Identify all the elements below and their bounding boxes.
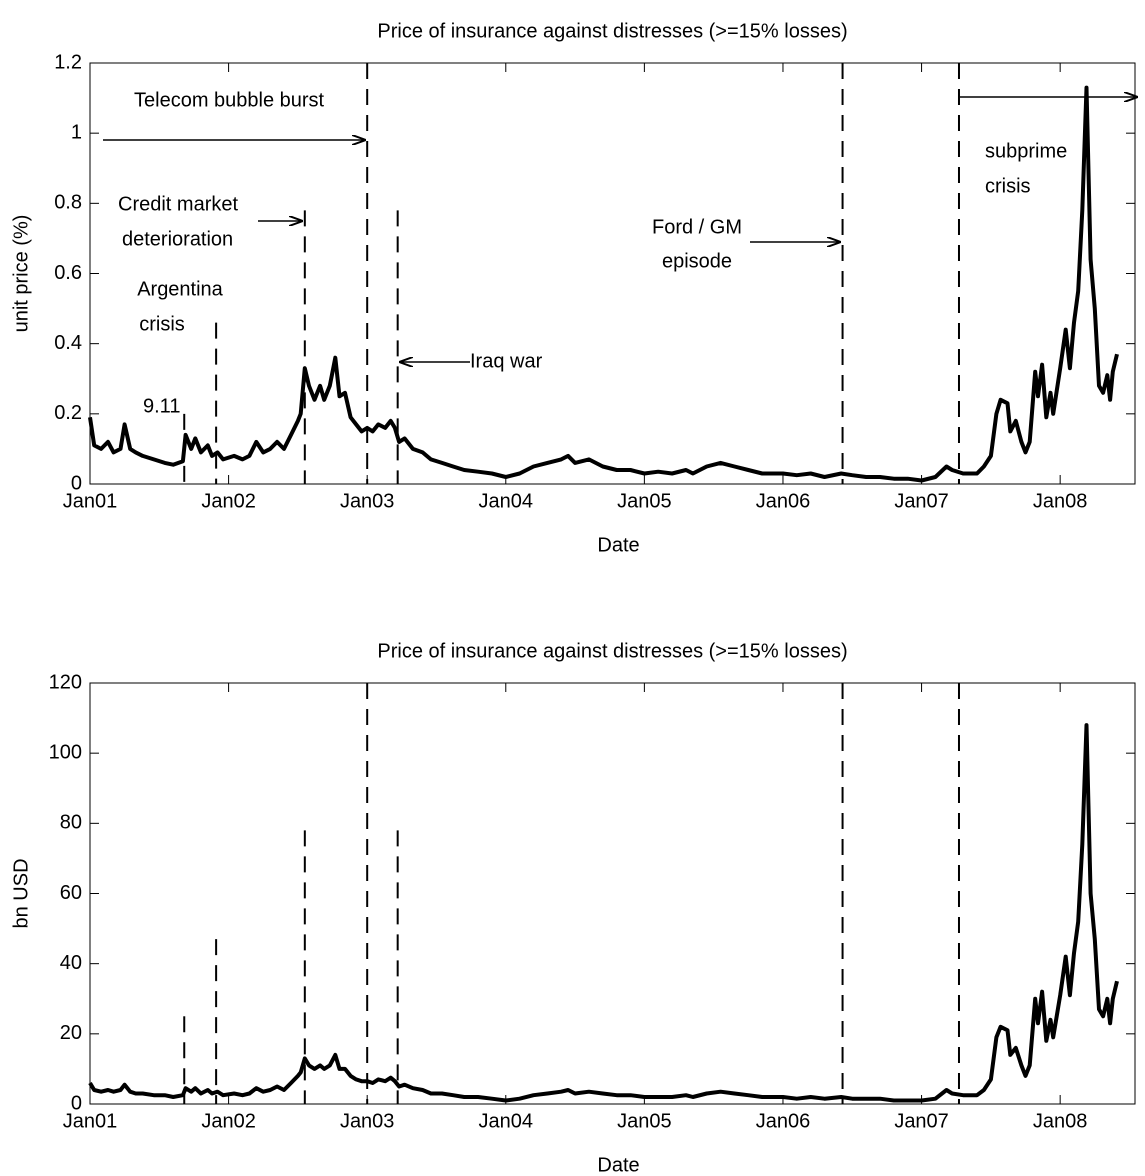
annotation: episode: [662, 250, 732, 272]
annotation: deterioration: [122, 228, 233, 250]
data-line: [88, 85, 1119, 483]
y-tick-label: 120: [49, 671, 82, 693]
x-tick-label: Jan04: [479, 1110, 534, 1132]
x-tick-label: Jan02: [201, 1110, 256, 1132]
x-axis-label: Date: [597, 1154, 639, 1176]
x-tick-label: Jan08: [1033, 1110, 1088, 1132]
data-line: [88, 723, 1119, 1103]
annotation: Credit market: [118, 193, 238, 215]
x-tick-label: Jan07: [894, 490, 949, 512]
x-tick-label: Jan04: [479, 490, 534, 512]
subplot: Price of insurance against distresses (>…: [10, 20, 1137, 556]
y-tick-label: 60: [60, 882, 82, 904]
annotation: Argentina: [137, 278, 223, 300]
y-tick-label: 20: [60, 1022, 82, 1044]
x-tick-label: Jan06: [756, 1110, 811, 1132]
y-tick-label: 0: [71, 1092, 82, 1114]
y-tick-label: 40: [60, 952, 82, 974]
y-tick-label: 0.2: [54, 402, 82, 424]
x-axis-label: Date: [597, 534, 639, 556]
x-tick-label: Jan01: [63, 490, 118, 512]
x-tick-label: Jan05: [617, 490, 672, 512]
y-tick-label: 0: [71, 472, 82, 494]
annotation: Iraq war: [470, 350, 543, 372]
y-tick-label: 0.4: [54, 332, 82, 354]
chart-title: Price of insurance against distresses (>…: [377, 640, 847, 662]
annotation: Ford / GM: [652, 216, 742, 238]
y-tick-label: 1.2: [54, 51, 82, 73]
y-tick-label: 1: [71, 121, 82, 143]
y-tick-label: 100: [49, 741, 82, 763]
annotation: 9.11: [143, 395, 180, 417]
x-tick-label: Jan02: [201, 490, 256, 512]
y-axis-label: bn USD: [10, 858, 32, 928]
annotation: Telecom bubble burst: [134, 89, 325, 111]
x-tick-label: Jan03: [340, 1110, 395, 1132]
axes-frame: [89, 62, 1136, 485]
axes-frame: [89, 682, 1136, 1105]
x-tick-label: Jan06: [756, 490, 811, 512]
x-tick-label: Jan08: [1033, 490, 1088, 512]
y-tick-label: 0.6: [54, 262, 82, 284]
annotation: crisis: [139, 313, 185, 335]
annotation: subprime: [985, 140, 1067, 162]
y-tick-label: 0.8: [54, 192, 82, 214]
y-axis-label: unit price (%): [10, 215, 32, 333]
y-tick-label: 80: [60, 812, 82, 834]
chart-title: Price of insurance against distresses (>…: [377, 20, 847, 42]
subplot: Price of insurance against distresses (>…: [10, 640, 1136, 1176]
x-tick-label: Jan03: [340, 490, 395, 512]
x-tick-label: Jan05: [617, 1110, 672, 1132]
x-tick-label: Jan07: [894, 1110, 949, 1132]
x-tick-label: Jan01: [63, 1110, 118, 1132]
annotation: crisis: [985, 175, 1031, 197]
